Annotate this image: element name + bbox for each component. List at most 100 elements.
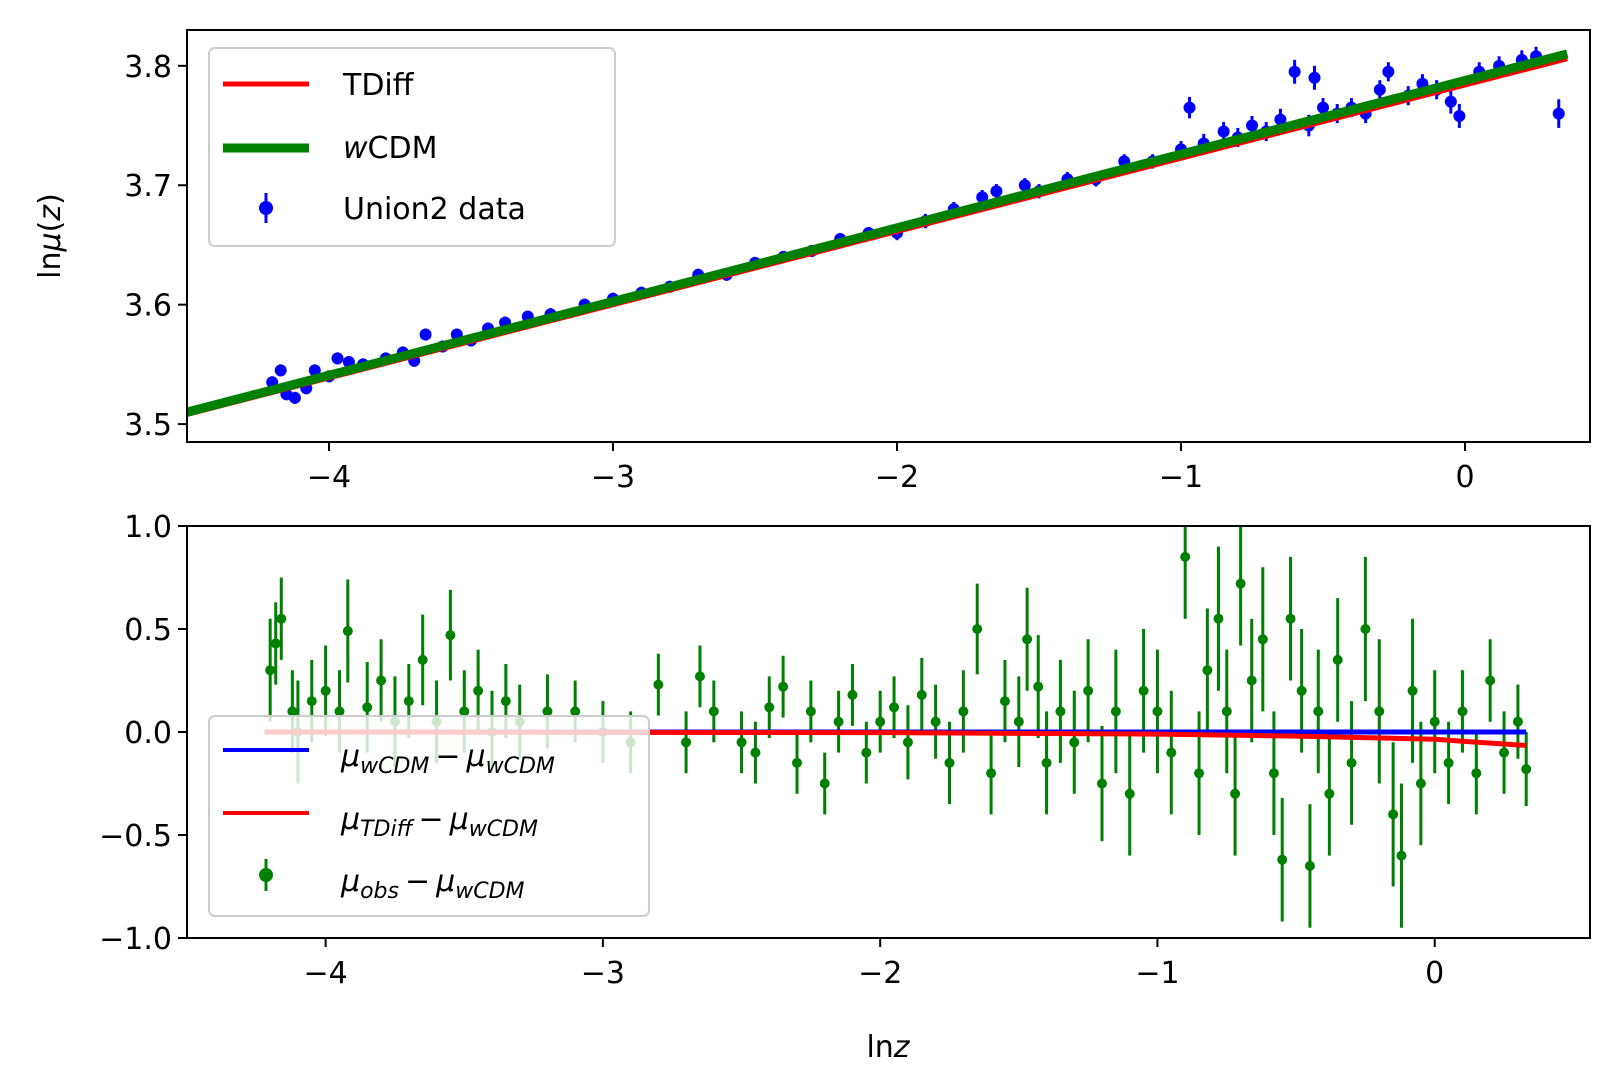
legend-tdiff-diff-label: μTDiff − μwCDM — [340, 802, 538, 842]
top-data-point — [331, 352, 344, 365]
top-data-point — [1308, 71, 1321, 84]
bottom-xlabel-prefix: ln — [866, 1030, 893, 1065]
bottom-x-tick-label: −3 — [581, 956, 625, 991]
bottom-data-point — [972, 624, 983, 634]
legend-obs-label: μobs − μwCDM — [340, 864, 525, 904]
bottom-data-point — [1152, 706, 1163, 717]
top-axes: −4 −3 −2 −1 0 3.5 3.6 3.7 3.8 — [124, 50, 1474, 495]
bottom-data-point — [778, 681, 789, 692]
legend-data-marker — [259, 201, 273, 215]
bottom-data-point — [1124, 788, 1135, 799]
bottom-data-point — [1257, 634, 1268, 645]
bottom-data-point — [1022, 634, 1033, 645]
bottom-x-tick-label: 0 — [1425, 956, 1444, 991]
bottom-data-point — [736, 737, 747, 748]
bottom-data-point — [847, 689, 858, 700]
bottom-data-point — [1230, 788, 1241, 799]
bottom-data-point — [1246, 675, 1257, 686]
bottom-data-point — [805, 706, 816, 717]
top-y-tick-label: 3.5 — [124, 408, 172, 443]
top-series-line — [185, 49, 1569, 417]
bottom-data-point — [1324, 788, 1335, 799]
top-marks — [185, 46, 1569, 417]
bottom-data-point — [265, 665, 276, 676]
bottom-y-tick-label: 0.0 — [124, 716, 172, 751]
bottom-data-point — [819, 778, 830, 789]
bottom-x-tick-label: −2 — [858, 956, 902, 991]
bottom-data-point — [875, 716, 886, 727]
bottom-data-point — [764, 702, 775, 713]
top-y-tick-label: 3.6 — [124, 289, 172, 324]
bottom-data-point — [944, 757, 955, 768]
legend-wcdm-label: wCDM — [343, 131, 437, 166]
bottom-data-point — [1429, 716, 1440, 727]
legend-obs-minus: − — [405, 864, 430, 899]
legend-obs-marker — [259, 868, 273, 882]
bottom-data-point — [1304, 860, 1315, 871]
top-x-tick-label: −4 — [307, 460, 351, 495]
bottom-data-point — [1457, 706, 1468, 717]
top-legend-box — [208, 47, 616, 247]
top-data-point — [1373, 83, 1386, 96]
top-ylabel-open: ( — [33, 221, 68, 233]
bottom-data-point — [1512, 716, 1523, 727]
bottom-xlabel-var: z — [893, 1030, 911, 1065]
bottom-data-point — [889, 702, 900, 713]
bottom-data-point — [1388, 809, 1399, 820]
legend-tdiff-diff-mu2: μ — [449, 802, 469, 837]
bottom-y-tick-label: 0.5 — [124, 613, 172, 648]
top-panel: −4 −3 −2 −1 0 3.5 3.6 3.7 3.8 lnμ(z) TDiff wCDM … — [33, 29, 1591, 495]
top-data-point — [990, 185, 1003, 198]
bottom-data-point — [417, 654, 428, 665]
bottom-data-point — [1221, 706, 1232, 717]
bottom-data-point — [902, 737, 913, 748]
bottom-legend-box — [208, 715, 650, 917]
bottom-x-axis-label: lnz — [866, 1030, 910, 1065]
bottom-series-line — [264, 729, 1527, 748]
legend-tdiff-diff-minus: − — [418, 802, 443, 837]
bottom-data-point — [1499, 747, 1510, 758]
bottom-data-point — [792, 757, 802, 768]
top-data-point — [1453, 109, 1466, 122]
bottom-data-point — [1166, 747, 1177, 758]
top-data-point — [1274, 113, 1287, 126]
bottom-data-point — [1083, 685, 1094, 696]
bottom-data-point — [1069, 737, 1080, 748]
top-y-tick-label: 3.8 — [124, 50, 172, 85]
bottom-data-point — [1033, 681, 1044, 692]
legend-obs-mu1: μ — [340, 864, 360, 899]
bottom-axes: −4 −3 −2 −1 0 −1.0 −0.5 0.0 0.5 1.0 — [99, 510, 1444, 991]
top-data-point — [1288, 65, 1301, 78]
bottom-data-point — [306, 696, 317, 707]
bottom-data-point — [1285, 613, 1296, 624]
legend-wcdm-diff-sub1: wCDM — [360, 754, 429, 779]
legend-obs-mu2: μ — [435, 864, 455, 899]
bottom-data-point — [445, 630, 456, 641]
bottom-data-point — [1396, 850, 1407, 861]
bottom-data-point — [999, 696, 1010, 707]
bottom-data-point — [1180, 551, 1191, 562]
bottom-data-point — [270, 638, 281, 649]
legend-tdiff-diff-sub2: wCDM — [469, 817, 538, 842]
bottom-data-point — [1360, 624, 1371, 634]
top-plot-frame — [186, 29, 1591, 443]
top-data-point — [1246, 119, 1259, 132]
bottom-data-point — [833, 716, 844, 727]
bottom-data-point — [342, 626, 353, 637]
bottom-data-point — [1041, 757, 1052, 768]
top-data-point — [288, 391, 301, 404]
bottom-data-point — [1296, 685, 1307, 696]
bottom-x-tick-label: −4 — [304, 956, 348, 991]
legend-tdiff-diff-mu1: μ — [340, 802, 360, 837]
bottom-panel: −4 −3 −2 −1 0−1.0−0.50.00.51.0 lnz μwCDM − μwC… — [99, 510, 1591, 1065]
top-ylabel-prefix: ln — [33, 251, 68, 278]
bottom-data-point — [1202, 665, 1213, 676]
bottom-data-point — [1097, 778, 1107, 789]
bottom-data-point — [1471, 768, 1482, 779]
bottom-data-point — [276, 613, 287, 624]
legend-wcdm-diff-mu2: μ — [466, 739, 486, 774]
bottom-y-tick-label: −0.5 — [99, 819, 172, 854]
bottom-data-point — [1374, 706, 1385, 717]
bottom-data-point — [708, 706, 719, 717]
legend-wcdm-w: w — [343, 131, 368, 166]
